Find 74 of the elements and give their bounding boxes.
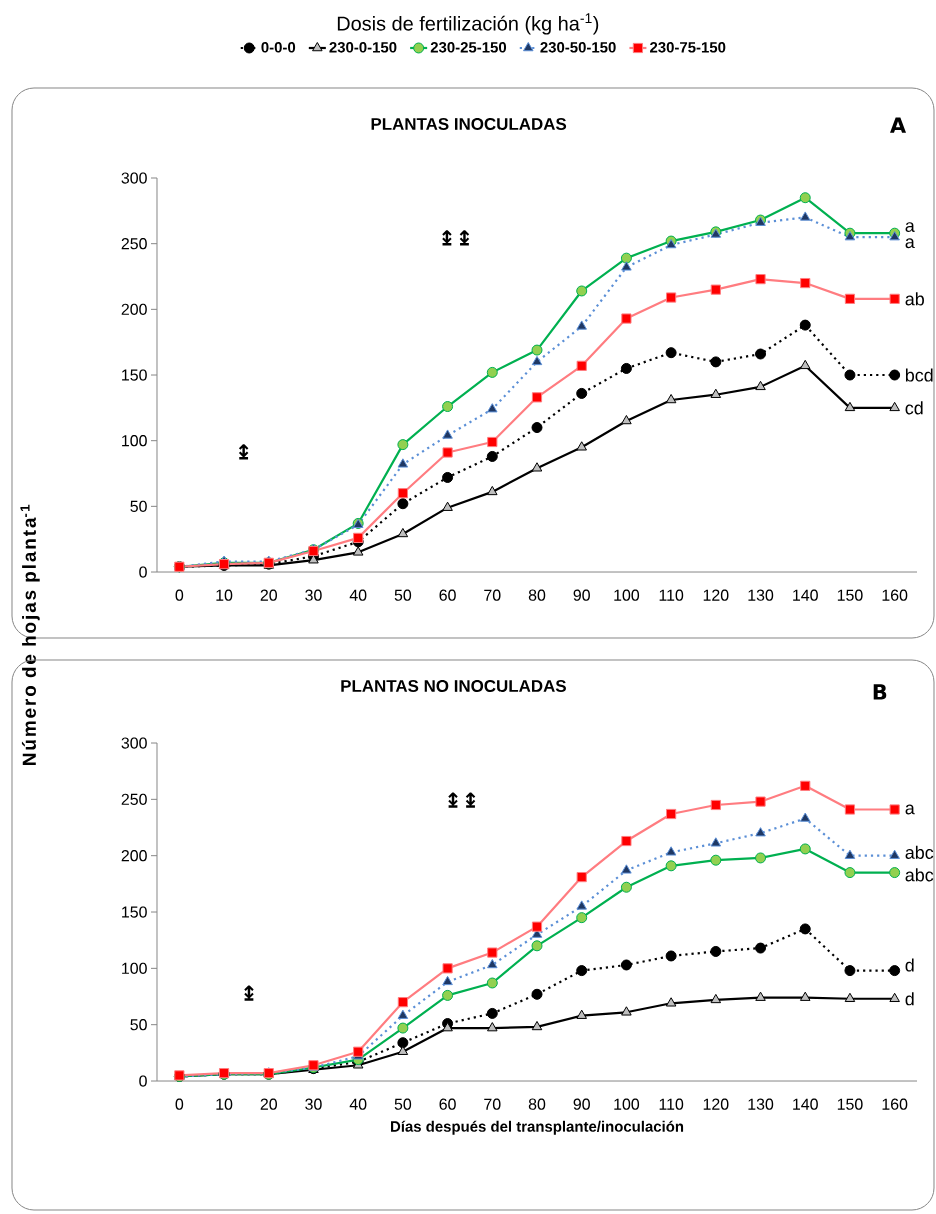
annotation: abc: [905, 868, 934, 882]
x-tick-label: 60: [439, 1098, 456, 1110]
chart-title: PLANTAS INOCULADAS: [371, 117, 567, 130]
annotation: a: [905, 222, 915, 232]
x-tick-label: 140: [793, 589, 818, 601]
x-tick-label: 60: [439, 589, 456, 601]
text: B: [873, 684, 887, 700]
x-tick-label: 30: [305, 589, 322, 601]
y-tick-label: 250: [121, 793, 147, 805]
annotation: ↨↨: [442, 230, 470, 246]
x-tick-label: 80: [528, 1098, 546, 1110]
annotation: a: [905, 238, 915, 249]
x-tick-label: 50: [394, 1098, 412, 1110]
y-tick-label: 50: [130, 1019, 147, 1031]
x-tick-label: 140: [793, 1098, 818, 1110]
y-tick-label: 300: [121, 737, 147, 749]
x-tick-label: 90: [573, 1098, 590, 1110]
x-tick-label: 0: [175, 589, 184, 601]
annotation: abc: [905, 845, 934, 859]
x-tick-label: 30: [305, 1098, 322, 1110]
y-tick-label: 200: [121, 850, 147, 862]
x-tick-label: 80: [528, 589, 546, 601]
y-tick-label: 150: [122, 369, 147, 381]
y-tick-label: 250: [121, 238, 147, 250]
x-tick-label: 20: [260, 1098, 277, 1110]
x-tick-label: 120: [703, 589, 729, 601]
x-tick-label: 110: [659, 1098, 684, 1110]
x-tick-label: 90: [573, 589, 590, 601]
y-tick-label: 300: [121, 172, 147, 184]
y-tick-label: 50: [130, 500, 147, 512]
x-tick-label: 100: [614, 1098, 640, 1110]
x-tick-label: 150: [837, 1098, 863, 1110]
annotation: bcd: [905, 368, 933, 382]
x-tick-label: 120: [703, 1098, 729, 1110]
legend-title: Dosis de fertilización (kg ha$^{-1}$): [337, 13, 599, 35]
x-tick-label: 130: [748, 589, 774, 601]
y-tick-label: 100: [122, 435, 147, 447]
legend-label: 0-0-0: [261, 42, 296, 53]
y-tick-label: 200: [121, 303, 147, 315]
x-tick-label: 0: [175, 1098, 184, 1110]
legend-label: 230-75-150: [650, 42, 726, 53]
x-tick-label: 50: [394, 589, 412, 601]
annotation: ↨↨: [448, 792, 476, 808]
annotation: cd: [905, 401, 923, 415]
x-tick-label: 70: [484, 589, 501, 601]
x-tick-label: 100: [614, 589, 640, 601]
legend-label: 230-0-150: [329, 42, 397, 53]
x-tick-label: 150: [837, 589, 863, 601]
text: A: [890, 117, 907, 133]
y-axis-title: Número de hojas planta$^{-1}$: [20, 504, 40, 765]
x-tick-label: 40: [349, 1098, 367, 1110]
y-tick-label: 150: [122, 906, 147, 918]
legend-label: 230-50-150: [540, 42, 616, 53]
x-axis-title: Días después del transplante/inoculación: [391, 1120, 684, 1135]
annotation: d: [905, 958, 914, 972]
x-tick-label: 70: [484, 1098, 501, 1110]
x-tick-label: 160: [882, 589, 908, 601]
y-tick-label: 0: [139, 566, 147, 578]
x-tick-label: 10: [216, 589, 233, 601]
annotation: d: [905, 992, 914, 1006]
x-tick-label: 110: [659, 589, 684, 601]
x-tick-label: 10: [216, 1098, 233, 1110]
y-tick-label: 100: [122, 962, 147, 974]
x-tick-label: 130: [748, 1098, 774, 1110]
x-tick-label: 40: [349, 589, 367, 601]
y-tick-label: 0: [139, 1075, 147, 1087]
annotation: a: [905, 804, 915, 815]
chart-title: PLANTAS NO INOCULADAS: [341, 680, 566, 693]
legend-label: 230-25-150: [430, 42, 507, 53]
x-tick-label: 20: [260, 589, 277, 601]
x-tick-label: 160: [882, 1098, 908, 1110]
annotation: ab: [905, 292, 924, 306]
annotation: ↨: [238, 444, 249, 460]
annotation: ↨: [244, 985, 254, 1001]
